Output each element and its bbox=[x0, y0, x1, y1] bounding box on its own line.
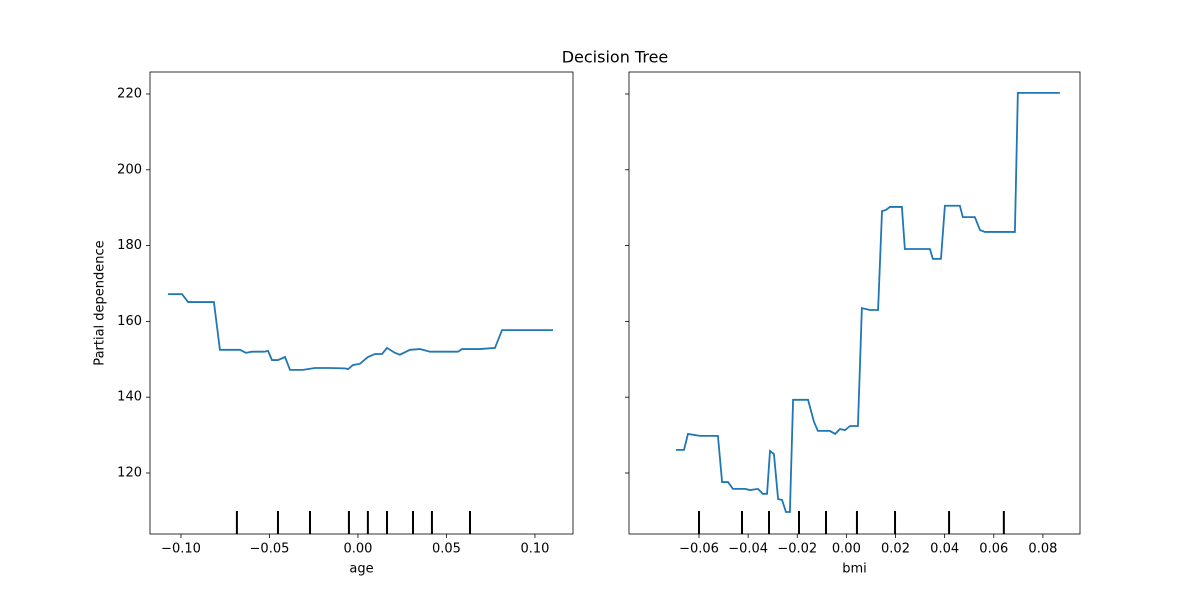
x-tick-label: 0.00 bbox=[832, 542, 861, 557]
y-tick-label: 140 bbox=[117, 390, 142, 405]
x-tick-label: 0.00 bbox=[343, 542, 372, 557]
data-line bbox=[168, 293, 553, 371]
y-tick-label: 120 bbox=[117, 465, 142, 480]
x-tick-label: −0.04 bbox=[728, 542, 768, 557]
x-tick-label: −0.05 bbox=[250, 542, 290, 557]
x-tick-label: −0.10 bbox=[161, 542, 201, 557]
x-axis-label: bmi bbox=[842, 562, 867, 577]
y-tick-label: 180 bbox=[117, 238, 142, 253]
x-tick-label: 0.10 bbox=[520, 542, 549, 557]
y-tick-label: 160 bbox=[117, 314, 142, 329]
x-axis-label: age bbox=[349, 562, 373, 577]
axes-frame bbox=[628, 71, 1081, 535]
x-tick-label: 0.08 bbox=[1028, 542, 1057, 557]
data-line bbox=[675, 91, 1060, 513]
chart-title: Decision Tree bbox=[562, 48, 669, 67]
y-tick-label: 200 bbox=[117, 162, 142, 177]
x-tick-label: 0.06 bbox=[979, 542, 1008, 557]
axes-frame bbox=[149, 71, 574, 535]
y-axis-label: Partial dependence bbox=[93, 240, 108, 365]
x-tick-label: 0.02 bbox=[881, 542, 910, 557]
y-tick-label: 220 bbox=[117, 86, 142, 101]
x-tick-label: 0.04 bbox=[930, 542, 959, 557]
x-tick-label: −0.02 bbox=[777, 542, 817, 557]
x-tick-label: −0.06 bbox=[679, 542, 719, 557]
x-tick-label: 0.05 bbox=[432, 542, 461, 557]
